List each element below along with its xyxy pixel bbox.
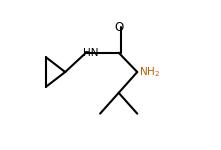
Text: HN: HN	[83, 48, 99, 58]
Text: O: O	[114, 21, 123, 34]
Text: NH$_2$: NH$_2$	[139, 65, 161, 79]
